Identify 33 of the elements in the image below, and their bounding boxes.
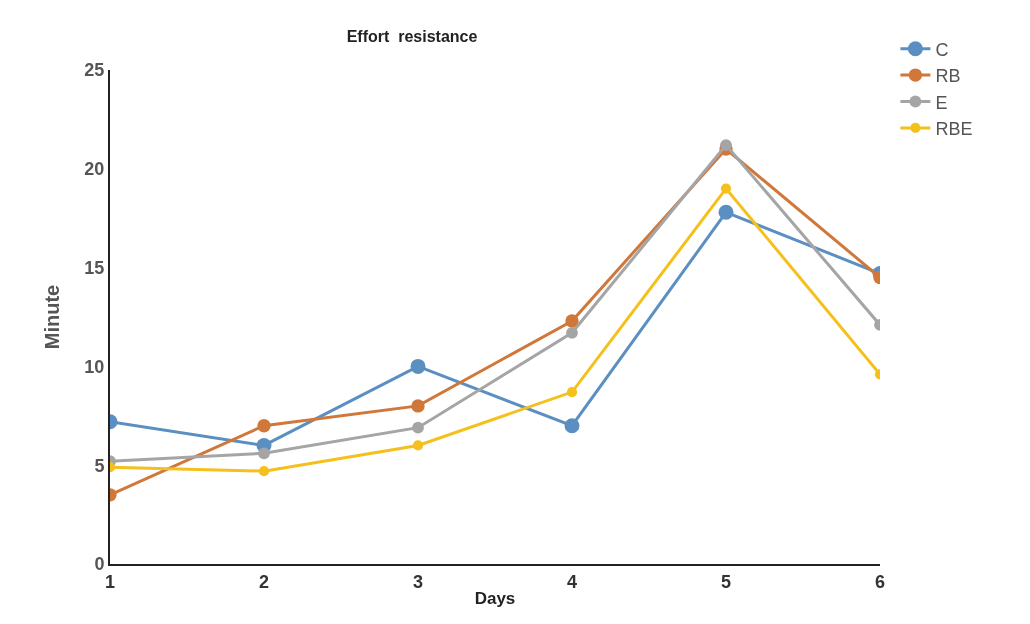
chart-title: Effort resistance	[346, 28, 478, 46]
point	[564, 418, 580, 434]
point	[410, 358, 426, 374]
y-axis-title: Minute	[41, 284, 63, 350]
y-tick-label: 15	[84, 257, 105, 278]
legend-label: E	[935, 92, 948, 113]
x-tick-label: 3	[412, 571, 424, 592]
legend-label: C	[935, 39, 949, 60]
point	[566, 386, 578, 398]
legend-label: RB	[935, 66, 961, 87]
point	[412, 440, 424, 451]
x-tick-label: 2	[258, 571, 270, 592]
x-axis-title: Days	[474, 589, 516, 609]
point	[565, 314, 579, 328]
x-tick-label: 1	[104, 571, 116, 592]
x-tick-label: 6	[874, 571, 886, 592]
y-tick-label: 0	[94, 554, 105, 575]
point	[412, 421, 424, 434]
point	[258, 466, 270, 477]
legend-label: RBE	[935, 118, 973, 139]
y-tick-label: 5	[94, 455, 105, 476]
point	[720, 139, 732, 151]
point	[411, 399, 425, 413]
y-tick-label: 25	[84, 60, 105, 81]
point	[258, 447, 270, 460]
x-tick-label: 4	[566, 571, 578, 592]
point	[718, 204, 734, 220]
x-tick-label: 5	[720, 571, 732, 592]
point	[257, 418, 271, 433]
y-tick-label: 20	[84, 159, 105, 180]
point	[566, 326, 578, 339]
y-tick-label: 10	[84, 356, 105, 377]
point	[720, 183, 732, 194]
